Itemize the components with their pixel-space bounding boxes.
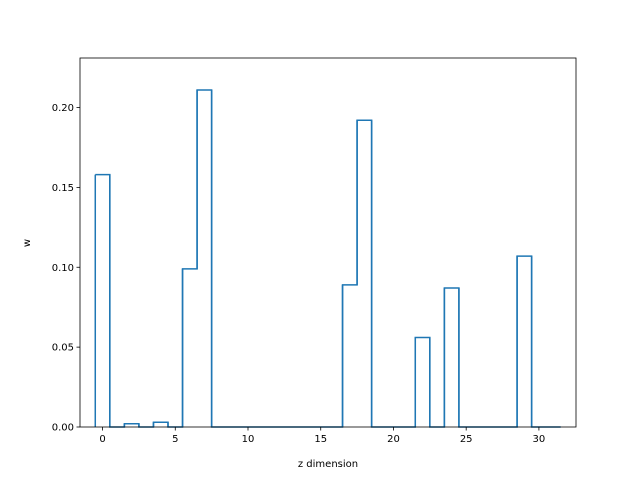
plot-area [79, 57, 577, 428]
x-axis-label: z dimension [298, 459, 358, 470]
x-tick-label: 25 [460, 434, 473, 445]
x-tick-label: 10 [242, 434, 255, 445]
y-tick-label: 0.00 [52, 423, 74, 434]
axes-frame [79, 57, 577, 428]
x-tick-label: 15 [314, 434, 327, 445]
x-tick-label: 0 [99, 434, 105, 445]
x-tick-label: 5 [172, 434, 178, 445]
x-axis-ticks: 0 5 10 15 20 25 30 [99, 427, 545, 445]
histogram-step-line [95, 89, 561, 428]
y-axis-ticks: 0.00 0.05 0.10 0.15 0.20 [52, 103, 80, 434]
x-tick-label: 30 [533, 434, 546, 445]
y-tick-label: 0.15 [52, 183, 74, 194]
y-tick-label: 0.10 [52, 263, 74, 274]
y-tick-label: 0.20 [52, 103, 74, 114]
y-tick-label: 0.05 [52, 343, 74, 354]
x-tick-label: 20 [387, 434, 400, 445]
y-axis-label: w [22, 239, 33, 247]
